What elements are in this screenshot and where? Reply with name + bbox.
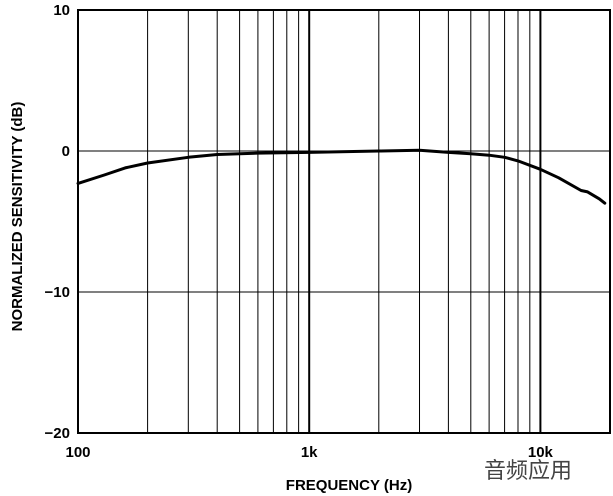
y-tick-label: 0 xyxy=(62,143,70,160)
watermark: 音频应用 xyxy=(484,459,572,484)
x-tick-label: 1k xyxy=(301,444,318,461)
x-axis-title: FREQUENCY (Hz) xyxy=(286,477,412,494)
y-tick-label: −20 xyxy=(45,425,70,442)
y-tick-label: 10 xyxy=(53,2,70,19)
plot-frame xyxy=(77,9,611,434)
y-axis-title: NORMALIZED SENSITIVITY (dB) xyxy=(9,102,26,332)
y-tick-label: −10 xyxy=(45,284,70,301)
x-tick-label: 10k xyxy=(528,444,554,461)
series xyxy=(76,148,607,205)
y-axis-ticks: 10 0 −10 −20 xyxy=(45,2,70,442)
x-axis-ticks: 100 1k 10k xyxy=(65,444,553,461)
x-tick-label: 100 xyxy=(65,444,90,461)
grid xyxy=(78,10,610,433)
series-line xyxy=(76,148,607,205)
